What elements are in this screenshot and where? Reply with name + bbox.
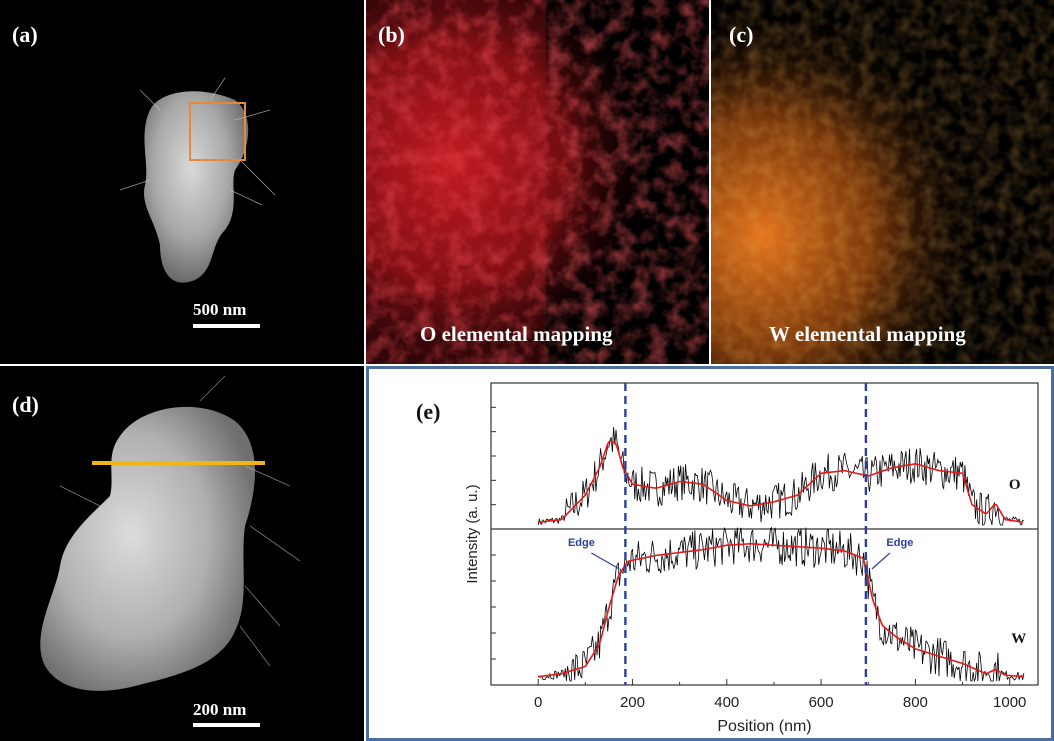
w-map-caption: W elemental mapping bbox=[769, 322, 966, 346]
edge-pointer bbox=[591, 552, 620, 570]
selection-box bbox=[189, 102, 246, 161]
x-tick-label: 200 bbox=[620, 694, 645, 711]
panel-b-o-map: (b) O elemental mapping bbox=[366, 0, 709, 364]
o-map-image bbox=[366, 0, 709, 364]
series-w-smoothed bbox=[538, 543, 1023, 678]
x-tick-label: 400 bbox=[714, 694, 739, 711]
y-axis-label: Intensity (a. u.) bbox=[464, 484, 481, 583]
x-axis-label: Position (nm) bbox=[717, 718, 811, 735]
x-tick-label: 800 bbox=[903, 694, 928, 711]
w-map-image bbox=[711, 0, 1054, 364]
panel-e-label: (e) bbox=[416, 399, 441, 424]
edge-label: Edge bbox=[568, 537, 595, 549]
scale-label-a: 500 nm bbox=[193, 300, 247, 319]
panel-c-label: (c) bbox=[729, 22, 754, 47]
x-tick-label: 600 bbox=[809, 694, 834, 711]
panel-a-stem-image: (a) 500 nm bbox=[0, 0, 364, 364]
edge-label: Edge bbox=[886, 537, 913, 549]
nanowires-d bbox=[59, 375, 301, 667]
particle-image-d bbox=[40, 375, 301, 691]
line-profile-chart: 0 200 400 600 800 1000 Position (nm) Intensity … bbox=[464, 382, 1039, 735]
plot-frame bbox=[490, 382, 1039, 686]
series-w-raw bbox=[537, 526, 1025, 683]
panel-d-stem-image: (d) 200 nm bbox=[0, 366, 364, 741]
series-o-smoothed bbox=[538, 440, 1023, 524]
x-tick-label: 0 bbox=[534, 694, 542, 711]
particle-a bbox=[143, 91, 249, 283]
panel-b-label: (b) bbox=[378, 22, 405, 47]
scale-bar-d bbox=[193, 723, 260, 727]
edge-pointer bbox=[871, 552, 891, 570]
panel-d-label: (d) bbox=[12, 392, 39, 417]
panel-c-w-map: (c) W elemental mapping bbox=[711, 0, 1054, 364]
scale-bar-a bbox=[193, 324, 260, 328]
panel-e-line-profile: (e) 0 200 400 600 800 1000 Position (nm) Intens… bbox=[366, 366, 1054, 741]
nanowires-a bbox=[119, 77, 276, 206]
x-tick-label: 1000 bbox=[993, 694, 1026, 711]
series-label-o: O bbox=[1009, 477, 1021, 493]
series-label-w: W bbox=[1011, 631, 1026, 647]
scale-label-d: 200 nm bbox=[193, 700, 247, 719]
panel-a-label: (a) bbox=[12, 22, 38, 47]
o-map-caption: O elemental mapping bbox=[420, 322, 613, 346]
particle-image-a bbox=[119, 77, 276, 283]
particle-d bbox=[40, 406, 255, 691]
